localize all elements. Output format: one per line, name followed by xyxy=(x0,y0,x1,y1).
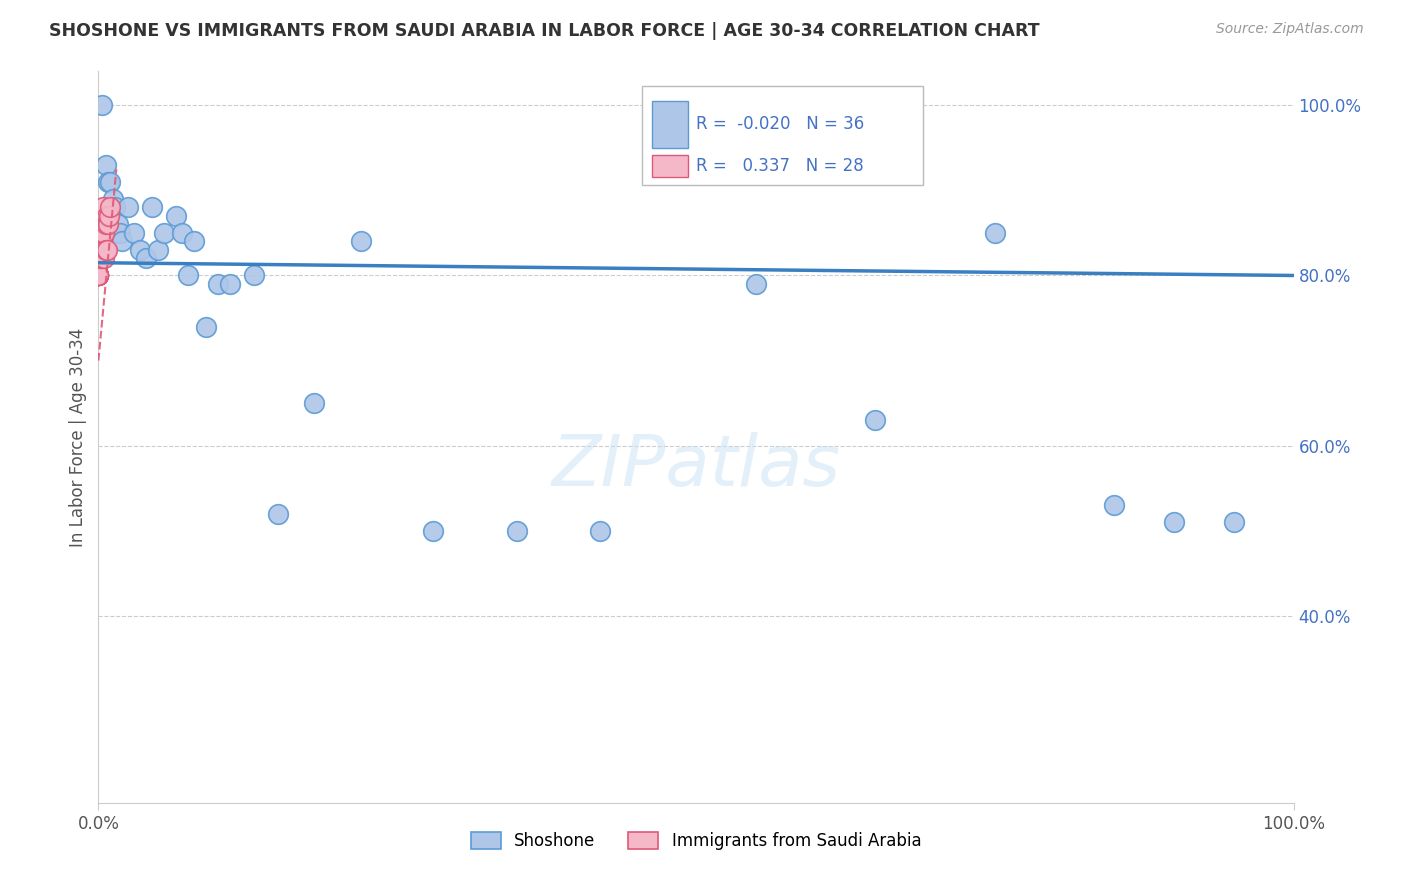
Point xyxy=(96,243,118,257)
Point xyxy=(91,252,114,266)
Point xyxy=(422,524,444,538)
Point xyxy=(183,235,205,249)
Point xyxy=(124,226,146,240)
Point xyxy=(108,226,131,240)
Point xyxy=(219,277,242,291)
Point xyxy=(107,218,129,232)
Point xyxy=(87,268,110,283)
Point xyxy=(87,268,110,283)
Point xyxy=(91,226,114,240)
Point xyxy=(87,268,110,283)
Point xyxy=(111,235,134,249)
Point xyxy=(865,413,887,427)
Point xyxy=(94,218,117,232)
Point xyxy=(129,243,152,257)
Point xyxy=(1223,515,1246,529)
Point xyxy=(87,268,110,283)
Bar xyxy=(652,101,688,148)
Point xyxy=(98,201,122,215)
Point xyxy=(98,209,121,223)
Point xyxy=(148,243,170,257)
Point xyxy=(97,218,120,232)
Point xyxy=(87,268,110,283)
Point xyxy=(302,396,325,410)
Point xyxy=(90,226,112,240)
Text: R =  -0.020   N = 36: R = -0.020 N = 36 xyxy=(696,115,865,133)
Point xyxy=(350,235,373,249)
Text: ZIPatlas: ZIPatlas xyxy=(551,432,841,500)
Point xyxy=(89,252,111,266)
Point xyxy=(96,209,118,223)
Point xyxy=(589,524,612,538)
Point xyxy=(745,277,768,291)
Point xyxy=(1163,515,1185,529)
Point xyxy=(165,209,187,223)
Point xyxy=(94,158,117,172)
Text: Source: ZipAtlas.com: Source: ZipAtlas.com xyxy=(1216,22,1364,37)
Text: SHOSHONE VS IMMIGRANTS FROM SAUDI ARABIA IN LABOR FORCE | AGE 30-34 CORRELATION : SHOSHONE VS IMMIGRANTS FROM SAUDI ARABIA… xyxy=(49,22,1040,40)
Point xyxy=(153,226,176,240)
Point xyxy=(97,175,120,189)
Point xyxy=(91,226,114,240)
Point xyxy=(1104,498,1126,512)
Point xyxy=(98,175,122,189)
FancyBboxPatch shape xyxy=(643,86,922,185)
Point xyxy=(984,226,1007,240)
Point xyxy=(90,235,112,249)
Point xyxy=(91,201,114,215)
Point xyxy=(104,201,127,215)
Point xyxy=(172,226,194,240)
Point xyxy=(87,268,110,283)
Point xyxy=(506,524,529,538)
Point xyxy=(93,226,115,240)
Point xyxy=(177,268,200,283)
Legend: Shoshone, Immigrants from Saudi Arabia: Shoshone, Immigrants from Saudi Arabia xyxy=(464,825,928,856)
Point xyxy=(89,243,111,257)
Point xyxy=(87,268,110,283)
Point xyxy=(117,201,139,215)
Point xyxy=(91,98,114,112)
Point xyxy=(94,243,117,257)
Point xyxy=(243,268,266,283)
Text: R =   0.337   N = 28: R = 0.337 N = 28 xyxy=(696,158,863,176)
Point xyxy=(135,252,157,266)
Point xyxy=(91,235,114,249)
Point xyxy=(207,277,229,291)
Point xyxy=(195,319,218,334)
Point xyxy=(93,252,115,266)
Point xyxy=(101,192,124,206)
Y-axis label: In Labor Force | Age 30-34: In Labor Force | Age 30-34 xyxy=(69,327,87,547)
Bar xyxy=(652,155,688,178)
Point xyxy=(267,507,290,521)
Point xyxy=(87,268,110,283)
Point xyxy=(87,268,110,283)
Point xyxy=(141,201,163,215)
Point xyxy=(87,268,110,283)
